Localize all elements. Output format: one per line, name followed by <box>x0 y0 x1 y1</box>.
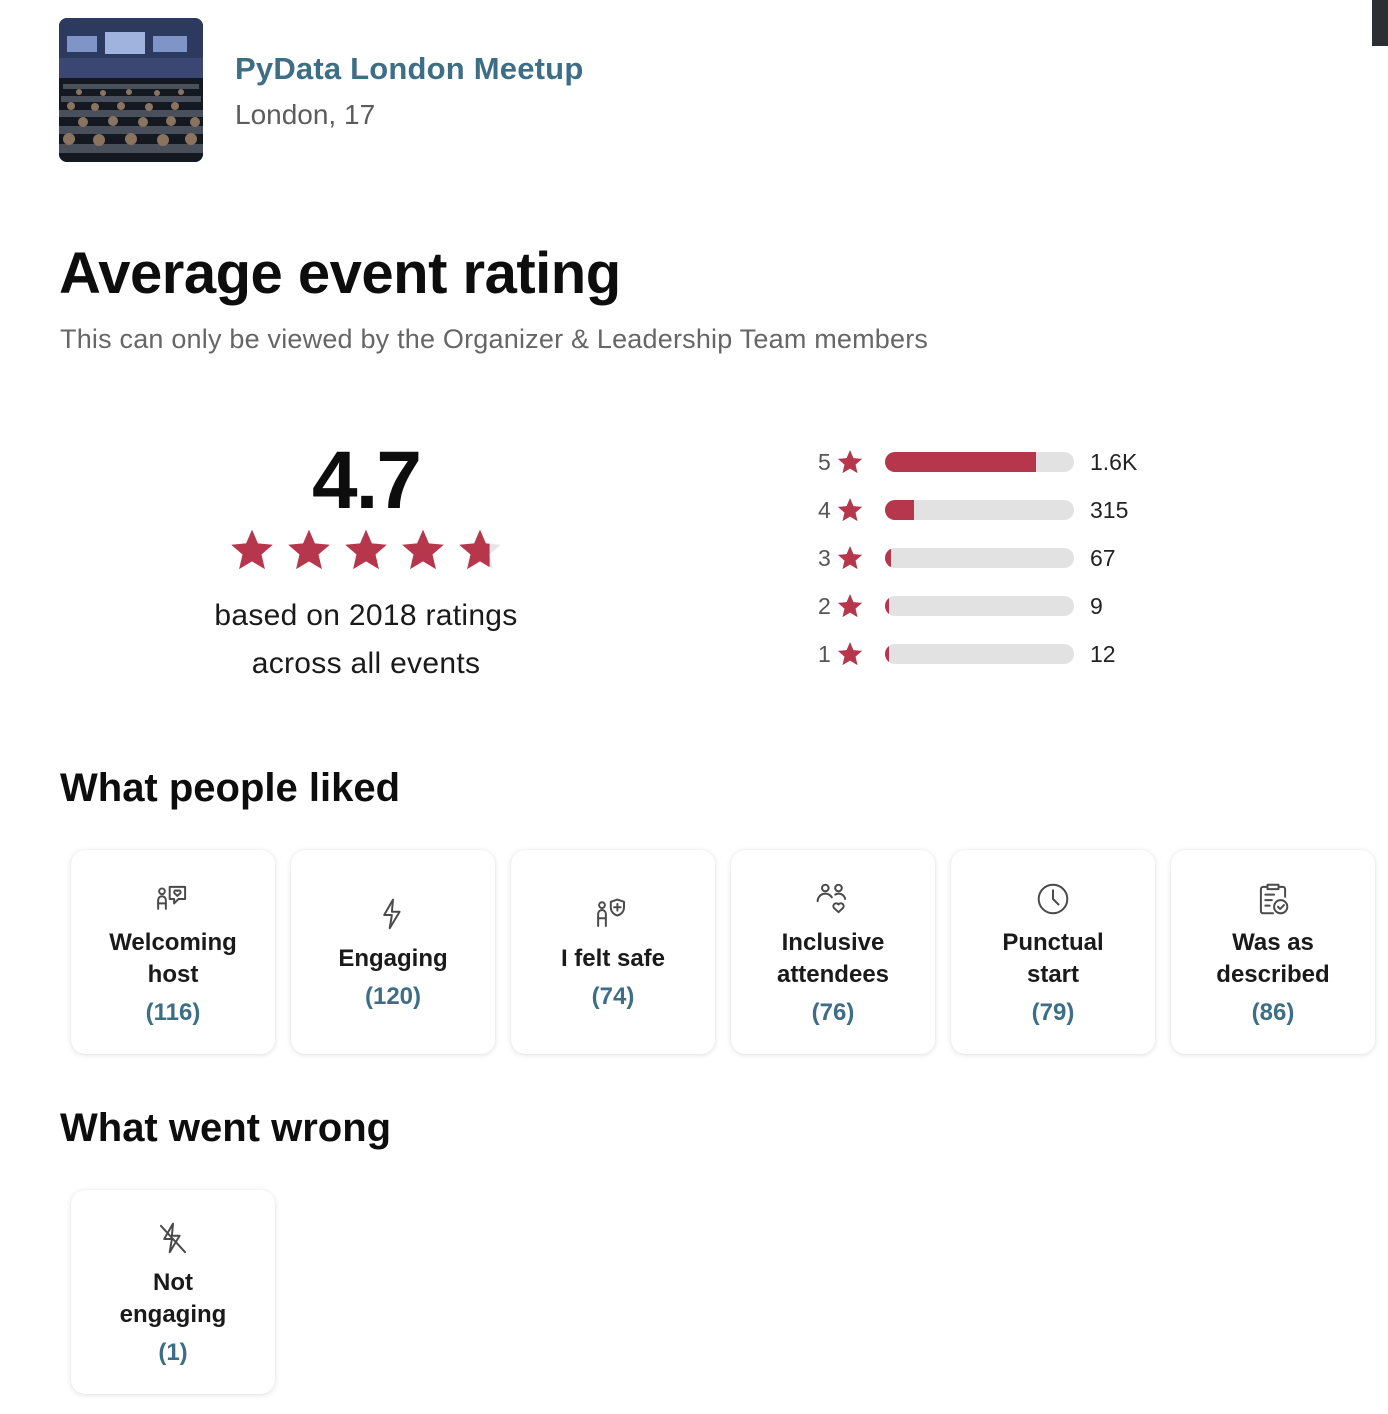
feedback-card-count: (76) <box>811 999 855 1026</box>
lightning-icon <box>383 898 401 930</box>
feedback-card-count: (120) <box>364 983 422 1010</box>
liked-cards: Welcoming host (116) Engaging (120) I felt s… <box>71 850 1375 1054</box>
feedback-card-label: Engaging <box>338 945 448 972</box>
scrollbar-thumb[interactable] <box>1372 0 1388 46</box>
distribution-star-number: 2 <box>818 592 831 619</box>
distribution-bar-fill <box>885 500 915 520</box>
clock-icon <box>1037 883 1069 915</box>
feedback-card-count: (86) <box>1251 999 1295 1026</box>
feedback-card[interactable]: Punctual start (79) <box>951 850 1155 1054</box>
rating-caption: based on 2018 ratings across all events <box>170 592 562 688</box>
distribution-star-number: 5 <box>818 448 831 475</box>
distribution-star-number: 1 <box>818 640 831 667</box>
distribution-count: 9 <box>1090 592 1103 619</box>
star-icon <box>837 642 863 666</box>
rating-distribution: 5 1.6K 4 315 3 67 2 9 1 12 <box>818 438 1137 678</box>
distribution-count: 12 <box>1090 640 1116 667</box>
distribution-star-number: 4 <box>818 496 831 523</box>
average-rating-block: 4.7 based on 2018 ratings across all eve… <box>170 435 562 688</box>
rating-caption-line2: across all events <box>251 647 481 681</box>
distribution-row: 1 12 <box>818 630 1137 678</box>
feedback-card[interactable]: Was as described (86) <box>1171 850 1375 1054</box>
wrong-cards: Not engaging (1) <box>71 1190 275 1394</box>
feedback-card-label: I felt safe <box>560 945 666 972</box>
star-icon <box>837 498 863 522</box>
person-shield-icon <box>597 898 625 927</box>
feedback-card[interactable]: Engaging (120) <box>291 850 495 1054</box>
group-location: London, 17 <box>235 99 376 130</box>
page-subtitle: This can only be viewed by the Organizer… <box>60 324 929 354</box>
star-icon <box>837 594 863 618</box>
distribution-bar-fill <box>885 596 890 616</box>
feedback-card[interactable]: Not engaging (1) <box>71 1190 275 1394</box>
distribution-count: 67 <box>1090 544 1116 571</box>
distribution-bar <box>885 644 1074 664</box>
star-icon <box>345 529 387 570</box>
distribution-star-number: 3 <box>818 544 831 571</box>
distribution-bar-fill <box>885 548 892 568</box>
feedback-card-count: (74) <box>591 983 635 1010</box>
feedback-card-label: Inclusive attendees <box>776 929 890 988</box>
wrong-section-title: What went wrong <box>60 1106 392 1150</box>
page-title: Average event rating <box>59 241 621 306</box>
star-icon <box>837 546 863 570</box>
feedback-card[interactable]: I felt safe (74) <box>511 850 715 1054</box>
star-icon <box>231 529 273 570</box>
feedback-card-label: Was as described <box>1216 929 1330 988</box>
clipboard-check-icon <box>1259 883 1289 915</box>
welcoming-host-icon <box>157 885 187 910</box>
feedback-card-label: Punctual start <box>1002 929 1104 988</box>
distribution-bar <box>885 452 1074 472</box>
group-header: PyData London Meetup London, 17 <box>59 18 583 162</box>
average-rating-value: 4.7 <box>312 435 422 526</box>
rating-caption-line1: based on 2018 ratings <box>214 599 518 633</box>
distribution-bar <box>885 500 1074 520</box>
feedback-card-label: Welcoming host <box>109 929 237 988</box>
feedback-card-count: (1) <box>158 1339 188 1366</box>
star-icon <box>459 529 501 570</box>
distribution-count: 315 <box>1090 496 1129 523</box>
lightning-slash-icon <box>159 1222 187 1254</box>
distribution-bar <box>885 548 1074 568</box>
group-photo[interactable] <box>59 18 203 162</box>
feedback-card[interactable]: Inclusive attendees (76) <box>731 850 935 1054</box>
distribution-bar <box>885 596 1074 616</box>
people-heart-icon <box>816 883 847 914</box>
distribution-row: 5 1.6K <box>818 438 1137 486</box>
feedback-card-count: (116) <box>145 999 201 1026</box>
distribution-bar-fill <box>885 644 890 664</box>
star-icon <box>402 529 444 570</box>
distribution-bar-fill <box>885 452 1037 472</box>
liked-section-title: What people liked <box>60 766 401 810</box>
feedback-card-count: (79) <box>1031 999 1075 1026</box>
group-name-link[interactable]: PyData London Meetup <box>235 51 584 86</box>
feedback-card[interactable]: Welcoming host (116) <box>71 850 275 1054</box>
average-rating-stars <box>170 526 562 574</box>
group-info: PyData London Meetup London, 17 <box>235 51 583 131</box>
star-icon <box>288 529 330 570</box>
distribution-row: 4 315 <box>818 486 1137 534</box>
star-icon <box>837 450 863 474</box>
distribution-row: 3 67 <box>818 534 1137 582</box>
distribution-count: 1.6K <box>1090 448 1138 475</box>
feedback-card-label: Not engaging <box>119 1269 227 1328</box>
